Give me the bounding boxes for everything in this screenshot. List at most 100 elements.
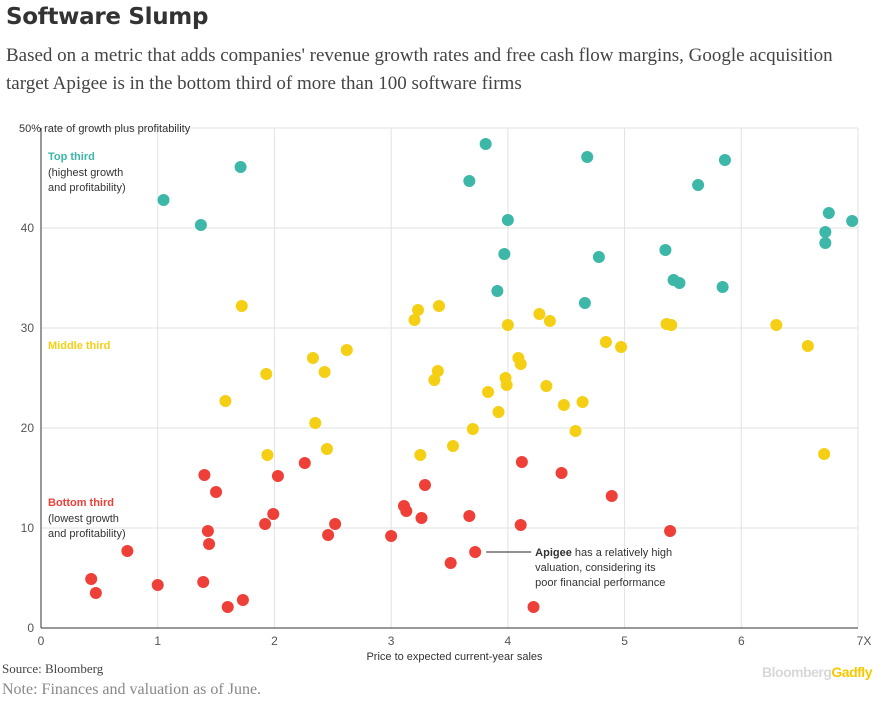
point-bottom	[151, 579, 164, 591]
group-label-middle: Middle third	[48, 340, 110, 352]
point-middle	[501, 319, 514, 331]
annotation-line-3: poor financial performance	[535, 577, 665, 589]
point-bottom	[664, 525, 677, 537]
point-bottom	[201, 525, 214, 537]
x-tick-label: 4	[505, 634, 512, 648]
point-bottom	[385, 530, 398, 542]
point-bottom	[298, 457, 311, 469]
point-top	[673, 277, 686, 289]
point-middle	[514, 358, 527, 370]
point-top	[659, 244, 672, 256]
point-middle	[309, 417, 322, 429]
y-tick-label: 30	[21, 321, 35, 335]
point-middle	[482, 386, 495, 398]
point-middle	[235, 300, 248, 312]
point-bottom	[444, 557, 457, 569]
point-middle	[615, 341, 628, 353]
annotation-text: has a relatively high	[572, 547, 672, 559]
point-top	[846, 215, 859, 227]
point-bottom	[203, 538, 216, 550]
point-bottom	[221, 601, 234, 613]
point-bottom	[271, 470, 284, 482]
chart-subtitle: Based on a metric that adds companies' r…	[6, 45, 833, 94]
chart-title: Software Slump	[6, 4, 209, 30]
x-tick-label: 2	[271, 634, 278, 648]
group-label-top: Top third	[48, 151, 95, 163]
group-desc-top: and profitability)	[48, 182, 126, 194]
point-top	[581, 151, 594, 163]
point-bottom	[415, 512, 428, 524]
y-tick-label: 10	[21, 521, 35, 535]
point-bottom	[400, 505, 413, 517]
point-middle	[543, 315, 556, 327]
x-axis-label: Price to expected current-year sales	[366, 651, 543, 663]
y-tick-label: 40	[21, 221, 35, 235]
point-middle	[818, 448, 831, 460]
point-bottom	[469, 546, 482, 558]
point-bottom	[418, 479, 431, 491]
point-middle	[533, 308, 546, 320]
footnote: Note: Finances and valuation as of June.	[2, 681, 262, 698]
source-note: Source: Bloomberg	[2, 661, 104, 676]
point-middle	[340, 344, 353, 356]
point-middle	[318, 366, 331, 378]
group-label-bottom: Bottom third	[48, 497, 114, 509]
point-top	[498, 248, 511, 260]
point-middle	[569, 425, 582, 437]
brand-logo-part2: Gadfly	[831, 664, 872, 680]
group-desc-bottom: and profitability)	[48, 528, 126, 540]
point-top	[194, 219, 207, 231]
point-bottom	[515, 456, 528, 468]
y-axis-label: 50% rate of growth plus profitability	[19, 123, 191, 135]
point-bottom	[527, 601, 540, 613]
point-top	[716, 281, 729, 293]
point-top	[479, 138, 492, 150]
point-bottom	[236, 594, 249, 606]
point-bottom	[463, 510, 476, 522]
point-bottom	[514, 519, 527, 531]
x-tick-label: 5	[621, 634, 628, 648]
point-top	[157, 194, 170, 206]
point-bottom	[121, 545, 134, 557]
annotation-line-1: Apigee has a relatively high	[535, 547, 672, 559]
point-bottom	[197, 576, 210, 588]
point-middle	[492, 406, 505, 418]
point-middle	[306, 352, 319, 364]
x-tick-label: 0	[38, 634, 45, 648]
x-tick-label: 6	[738, 634, 745, 648]
brand-logo: BloombergGadfly	[762, 664, 872, 680]
point-middle	[466, 423, 479, 435]
x-tick-label: 3	[388, 634, 395, 648]
point-middle	[801, 340, 814, 352]
point-bottom	[555, 467, 568, 479]
group-desc-bottom: (lowest growth	[48, 513, 119, 525]
point-middle	[260, 368, 273, 380]
annotation-line-2: valuation, considering its	[535, 562, 656, 574]
point-middle	[411, 304, 424, 316]
point-bottom	[605, 490, 618, 502]
x-tick-label: 7X	[857, 634, 872, 648]
point-middle	[432, 300, 445, 312]
point-top	[578, 297, 591, 309]
point-bottom	[198, 469, 211, 481]
point-bottom	[267, 508, 280, 520]
point-bottom	[89, 587, 102, 599]
brand-logo-part1: Bloomberg	[762, 664, 832, 680]
point-bottom	[85, 573, 98, 585]
y-tick-label: 0	[27, 621, 34, 635]
point-top	[501, 214, 514, 226]
point-middle	[557, 399, 570, 411]
point-bottom	[210, 486, 223, 498]
point-middle	[428, 374, 441, 386]
point-top	[463, 175, 476, 187]
point-top	[822, 207, 835, 219]
point-middle	[665, 319, 678, 331]
point-bottom	[322, 529, 335, 541]
point-bottom	[259, 518, 272, 530]
point-middle	[431, 365, 444, 377]
point-middle	[500, 379, 513, 391]
point-top	[718, 154, 731, 166]
point-top	[819, 237, 832, 249]
x-tick-label: 1	[154, 634, 161, 648]
